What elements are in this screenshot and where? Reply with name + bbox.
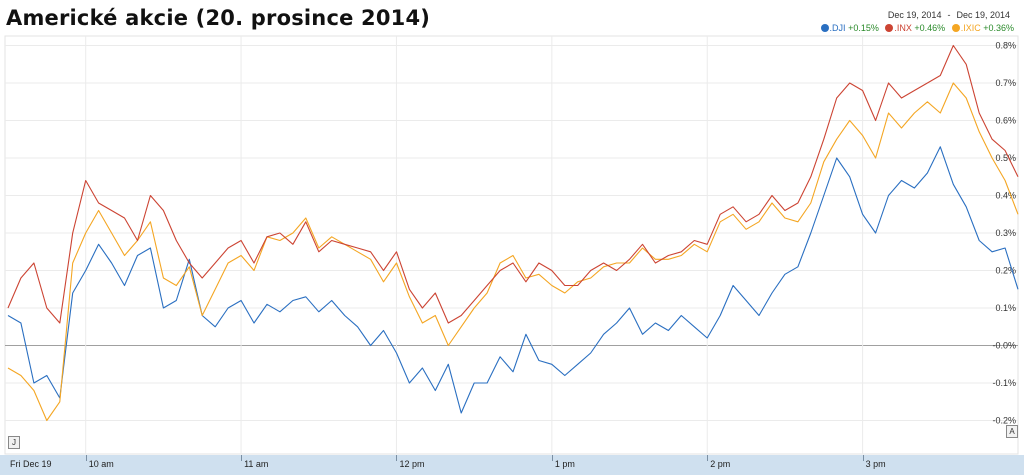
series-line-ixic	[7, 82, 1019, 422]
legend-dot-dji	[820, 24, 829, 32]
legend-item-dji[interactable]: .DJI +0.15%	[820, 23, 879, 33]
series-line-inx	[7, 44, 1019, 324]
legend-change-ixic: +0.36%	[983, 23, 1014, 33]
date-range: Dec 19, 2014- Dec 19, 2014	[888, 10, 1010, 20]
plot-frame	[4, 35, 1019, 455]
legend-dot-ixic	[951, 24, 960, 32]
y-tick-label: 0.1%	[995, 303, 1016, 313]
series-line-dji	[7, 146, 1019, 414]
x-tick-mark	[707, 455, 709, 461]
x-tick-mark	[85, 455, 87, 461]
legend-symbol-inx: .INX	[894, 23, 912, 33]
x-tick-label: 10 am	[88, 459, 114, 469]
legend-change-dji: +0.15%	[848, 23, 879, 33]
y-tick-label: 0.2%	[995, 266, 1016, 276]
x-axis-bar	[0, 455, 1024, 475]
x-tick-label: 12 pm	[399, 459, 425, 469]
legend-symbol-dji: .DJI	[829, 23, 846, 33]
legend-item-inx[interactable]: .INX +0.46%	[885, 23, 945, 33]
x-tick-mark	[862, 455, 864, 461]
x-tick-mark	[241, 455, 243, 461]
legend-dot-inx	[885, 24, 894, 32]
x-tick-mark	[396, 455, 398, 461]
x-tick-label: 11 am	[244, 459, 269, 469]
y-tick-label: -0.0%	[992, 341, 1016, 351]
x-tick-label: Fri Dec 19	[10, 459, 52, 469]
y-tick-label: 0.7%	[995, 78, 1016, 88]
y-tick-label: 0.5%	[995, 153, 1016, 163]
y-tick-label: -0.2%	[992, 416, 1016, 426]
legend-symbol-ixic: .IXIC	[960, 23, 981, 33]
x-tick-label: 1 pm	[554, 459, 575, 469]
legend: .DJI +0.15% .INX +0.46% .IXIC +0.36%	[817, 23, 1014, 33]
annotation-marker-left[interactable]: J	[8, 436, 20, 449]
x-tick-label: 2 pm	[710, 459, 731, 469]
y-tick-label: 0.4%	[995, 191, 1016, 201]
date-range-start: Dec 19, 2014	[887, 10, 942, 20]
y-tick-label: 0.3%	[995, 228, 1016, 238]
y-tick-label: 0.8%	[995, 41, 1016, 51]
date-range-end: Dec 19, 2014	[956, 10, 1010, 20]
chart-title: Americké akcie (20. prosince 2014)	[6, 6, 431, 30]
legend-item-ixic[interactable]: .IXIC +0.36%	[951, 23, 1014, 33]
x-tick-mark	[551, 455, 553, 461]
date-range-separator: -	[947, 10, 951, 20]
y-tick-label: 0.6%	[995, 116, 1016, 126]
x-tick-label: 3 pm	[865, 459, 886, 469]
y-tick-label: -0.1%	[992, 378, 1016, 388]
legend-change-inx: +0.46%	[914, 23, 946, 33]
annotation-marker-right[interactable]: A	[1006, 425, 1018, 438]
